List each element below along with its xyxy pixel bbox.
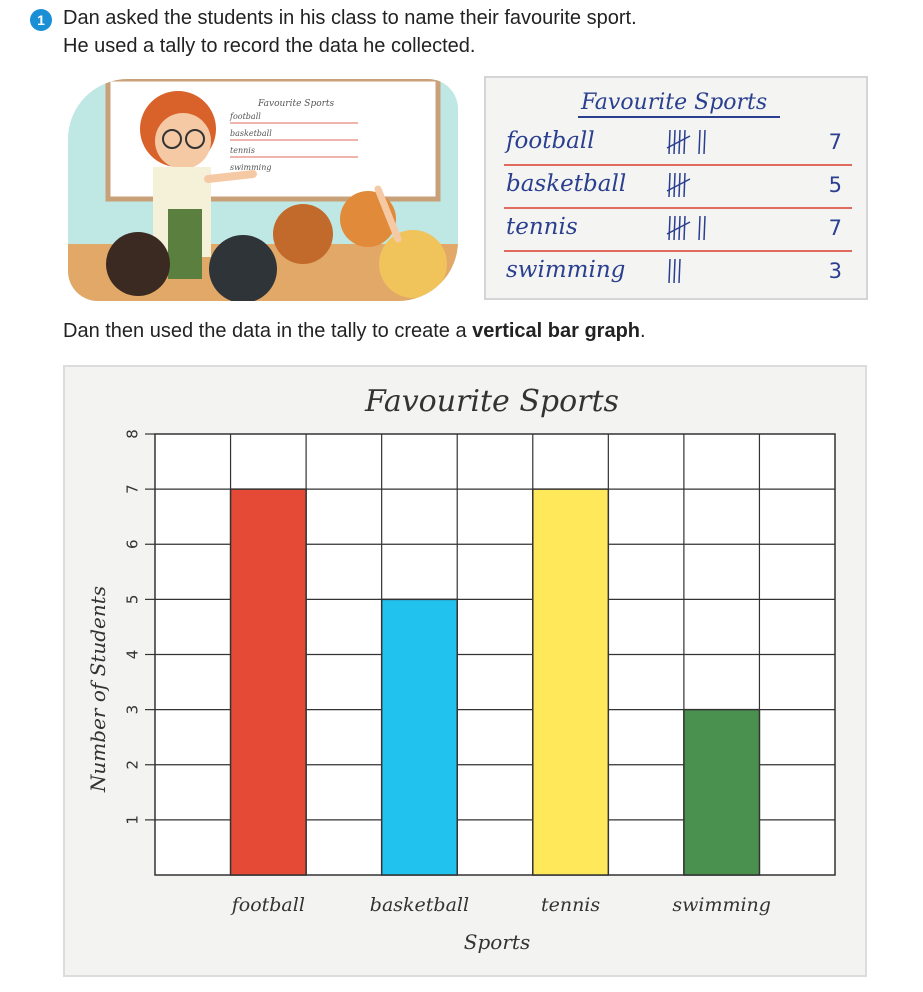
tally-strike [666,221,691,235]
tally-marks [666,215,706,241]
tally-count: 5 [828,173,842,197]
classroom-illustration: Favourite Sports football basketball ten… [68,79,458,301]
tally-row-swimming: swimming 3 [506,251,856,287]
teacher-glasses [185,129,205,149]
tally-count: 3 [828,259,842,283]
tally-stroke [678,258,681,284]
tally-stroke [683,129,686,155]
board-title: Favourite Sports [257,99,335,109]
x-tick-label: swimming [672,894,771,916]
tally-stroke [668,172,671,198]
student-raised-hand [374,185,402,243]
y-tick-label: 8 [124,429,142,439]
tally-stroke [683,172,686,198]
y-tick-label: 6 [124,539,142,549]
tally-stroke [698,215,701,241]
student-head [106,232,170,296]
y-tick-label: 5 [124,595,142,605]
board-item: tennis [230,146,255,155]
question-number-badge: 1 [30,9,52,31]
tally-stroke [673,258,676,284]
tally-count: 7 [828,130,842,154]
tally-stroke [668,215,671,241]
tally-stroke [668,258,671,284]
bar-football [229,488,307,876]
caption-bold: vertical bar graph [472,320,641,342]
y-tick-label: 4 [124,650,142,660]
tally-sport-label: basketball [506,171,627,197]
bar-swimming [683,708,761,876]
y-tick-label: 7 [124,484,142,494]
student-head [379,230,447,298]
x-tick-label: football [230,894,305,916]
classroom-scene: Favourite Sports football basketball ten… [68,79,458,301]
x-axis-categories: football basketball tennis swimming [230,894,771,916]
tally-sport-label: swimming [506,257,626,283]
y-tick-label: 3 [124,705,142,715]
bar-tennis [532,488,610,876]
x-tick-label: basketball [370,894,469,916]
tally-row-basketball: basketball 5 [506,165,856,201]
tally-chart-card: Favourite Sports football 7 basketball 5… [484,76,868,300]
tally-row-tennis: tennis 7 [506,208,856,244]
y-axis-ticks: 1 2 3 4 5 6 7 8 [124,429,155,825]
tally-sport-label: tennis [506,214,578,240]
board-item: basketball [230,129,272,138]
tally-stroke [703,129,706,155]
y-tick-label: 2 [124,760,142,770]
teacher-face [155,113,211,169]
teacher-trousers [168,209,202,279]
tally-marks [666,172,691,198]
bar-graph-card: Favourite Sports 1 2 3 4 5 6 7 8 football basket… [63,365,867,977]
board-item: swimming [230,163,272,172]
tally-title: Favourite Sports [581,90,768,115]
chart-bars [229,488,761,876]
chart-title: Favourite Sports [364,384,619,419]
tally-strike [666,178,691,192]
teacher-glasses [162,129,182,149]
tally-divider [504,250,852,252]
tally-count: 7 [828,216,842,240]
bar-basketball [380,598,458,876]
bar-graph: Favourite Sports 1 2 3 4 5 6 7 8 football basket… [86,384,836,954]
tally-stroke [673,172,676,198]
tally-strike [666,135,691,149]
tally-stroke [673,129,676,155]
tally-title-underline [578,116,780,118]
x-tick-label: tennis [541,894,600,916]
tally-divider [504,164,852,166]
tally-stroke [698,129,701,155]
caption-prefix: Dan then used the data in the tally to c… [63,320,473,342]
student-head [209,235,277,301]
tally-stroke [683,215,686,241]
tally-divider [504,207,852,209]
student-head [273,204,333,264]
graph-caption: Dan then used the data in the tally to c… [63,320,646,343]
y-tick-label: 1 [124,815,142,825]
tally-row-football: football 7 [506,122,856,158]
question-text-line1: Dan asked the students in his class to n… [63,7,637,29]
board-item: football [229,112,261,121]
tally-stroke [668,129,671,155]
tally-sport-label: football [506,128,595,154]
tally-marks [668,258,681,284]
question-text-line2: He used a tally to record the data he co… [63,35,476,57]
teacher-arm [204,170,257,183]
y-axis-label: Number of Students [86,586,110,793]
caption-suffix: . [640,320,646,342]
tally-stroke [703,215,706,241]
x-axis-label: Sports [464,930,530,954]
tally-stroke [673,215,676,241]
tally-marks [666,129,706,155]
